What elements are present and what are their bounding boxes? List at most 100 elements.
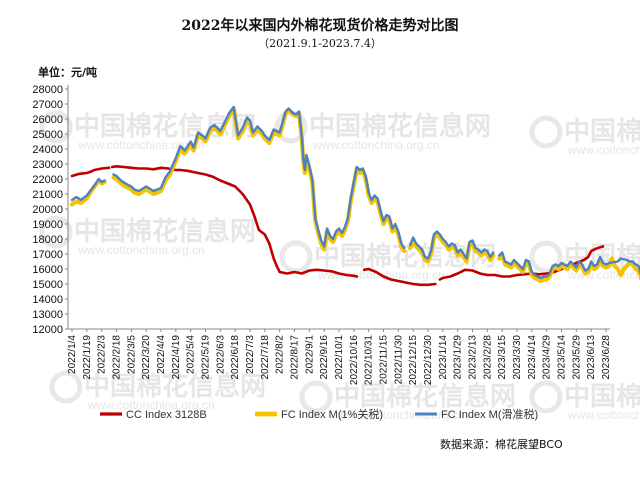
x-tick-label: 2022/1/19 (82, 335, 93, 380)
y-tick-label: 14000 (32, 294, 63, 306)
x-tick-label: 2022/5/4 (186, 335, 197, 374)
watermark-text: 中国棉花信息网 (84, 371, 266, 402)
x-tick-label: 2023/6/28 (601, 335, 612, 380)
y-tick-label: 20000 (32, 204, 63, 216)
watermark-url: www.cottonchina.org.cn (77, 138, 205, 152)
x-tick-label: 2023/4/14 (527, 335, 538, 380)
y-tick-label: 22000 (32, 174, 63, 186)
series-line (70, 166, 111, 178)
x-tick-label: 2022/10/1 (334, 335, 345, 380)
legend: CC Index 3128B FC Index M(1%关税) FC Index M… (100, 407, 538, 421)
watermark-logo-icon (39, 215, 73, 249)
y-axis: 12000 13000 14000 15000 16000 17000 18000 19000… (32, 84, 69, 336)
y-tick-label: 24000 (32, 144, 63, 156)
x-tick-label: 2023/3/30 (512, 335, 523, 380)
series-line (498, 251, 640, 280)
x-axis: 2022/1/4 2022/1/19 2022/2/3 2022/2/18 2022/3… (67, 328, 612, 385)
y-tick-label: 23000 (32, 159, 63, 171)
x-tick-label: 2023/5/29 (571, 335, 582, 380)
x-tick-label: 2022/9/16 (319, 335, 330, 380)
x-tick-label: 2022/6/3 (215, 335, 226, 374)
watermark-text: 中国棉花信息网 (74, 216, 256, 247)
y-tick-label: 19000 (32, 219, 63, 231)
watermark-url: www.cottonchina.org.cn (567, 143, 640, 157)
plot-area (69, 105, 640, 287)
x-tick-label: 2022/12/30 (423, 335, 434, 385)
y-tick-label: 28000 (32, 84, 63, 96)
watermark-url: www.cottonchina.org.cn (337, 408, 465, 422)
x-tick-label: 2022/2/3 (97, 335, 108, 374)
x-tick-label: 2022/9/1 (304, 335, 315, 374)
x-tick-label: 2023/2/13 (468, 335, 479, 380)
legend-label: FC Index M(1%关税) (281, 407, 383, 421)
watermark-logo-icon (529, 240, 563, 274)
y-tick-label: 15000 (32, 279, 63, 291)
x-tick-label: 2023/2/28 (482, 335, 493, 380)
x-tick-label: 2022/10/31 (364, 335, 375, 385)
watermark-logo-icon (49, 370, 83, 404)
chart-title: 2022年以来国内外棉花现货价格走势对比图 (182, 17, 459, 34)
series-line (497, 253, 640, 284)
x-tick-label: 2023/1/14 (438, 335, 449, 380)
x-tick-label: 2022/10/16 (349, 335, 360, 385)
unit-label: 单位：元/吨 (38, 65, 97, 79)
chart-subtitle: （2021.9.1-2023.7.4） (258, 37, 382, 50)
x-tick-label: 2023/3/15 (497, 335, 508, 380)
legend-item: FC Index M(滑准税) (415, 407, 538, 421)
watermark-logo-icon (529, 115, 563, 149)
y-tick-label: 13000 (32, 309, 63, 321)
watermark-text: 中国棉花信息网 (309, 111, 491, 142)
watermark-url: www.cottonchina.org.cn (77, 243, 205, 257)
x-tick-label: 2022/3/20 (141, 335, 152, 380)
legend-label: CC Index 3128B (126, 409, 207, 421)
series-1 (70, 165, 605, 287)
x-tick-label: 2022/11/15 (379, 335, 390, 385)
y-tick-label: 16000 (32, 264, 63, 276)
x-tick-label: 2023/1/29 (453, 335, 464, 380)
y-tick-label: 12000 (32, 324, 63, 336)
watermark-url: www.cottonchina.org.cn (87, 398, 215, 412)
watermark-text: 中国棉花信息网 (564, 116, 640, 147)
x-tick-label: 2022/7/3 (245, 335, 256, 374)
legend-item: FC Index M(1%关税) (255, 407, 383, 421)
x-tick-label: 2022/11/30 (393, 335, 404, 385)
watermark-text: 中国棉花信息网 (334, 381, 516, 412)
x-tick-label: 2022/4/4 (156, 335, 167, 374)
x-tick-label: 2023/4/29 (542, 335, 553, 380)
watermark-text: 中国棉花信息网 (564, 381, 640, 412)
y-tick-label: 17000 (32, 249, 63, 261)
watermark-logo-icon (299, 380, 333, 414)
y-tick-label: 21000 (32, 189, 63, 201)
y-tick-label: 27000 (32, 99, 63, 111)
series-line (438, 245, 605, 281)
x-tick-label: 2022/5/19 (201, 335, 212, 380)
x-tick-label: 2022/6/18 (230, 335, 241, 380)
source-note: 数据来源：棉花展望BCO (440, 437, 563, 451)
x-tick-label: 2022/8/2 (275, 335, 286, 374)
watermark-logo-icon (39, 110, 73, 144)
y-tick-label: 26000 (32, 114, 63, 126)
watermark-url: www.cottonchina.org.cn (312, 138, 440, 152)
series-line (112, 105, 406, 250)
series-line (110, 165, 359, 278)
legend-label: FC Index M(滑准税) (441, 407, 538, 421)
watermark-logo-icon (529, 380, 563, 414)
x-tick-label: 2022/4/19 (171, 335, 182, 380)
x-tick-label: 2023/6/13 (586, 335, 597, 380)
x-tick-label: 2022/1/4 (67, 335, 78, 374)
watermark-url: www.cottonchina.org.cn (567, 408, 640, 422)
x-tick-label: 2023/5/14 (557, 335, 568, 380)
y-tick-label: 25000 (32, 129, 63, 141)
y-tick-label: 18000 (32, 234, 63, 246)
legend-item: CC Index 3128B (100, 409, 207, 421)
series-line (409, 230, 495, 260)
x-tick-label: 2022/12/15 (408, 335, 419, 385)
x-tick-label: 2022/7/18 (260, 335, 271, 380)
series-3 (70, 105, 640, 280)
x-tick-label: 2022/3/5 (126, 335, 137, 374)
